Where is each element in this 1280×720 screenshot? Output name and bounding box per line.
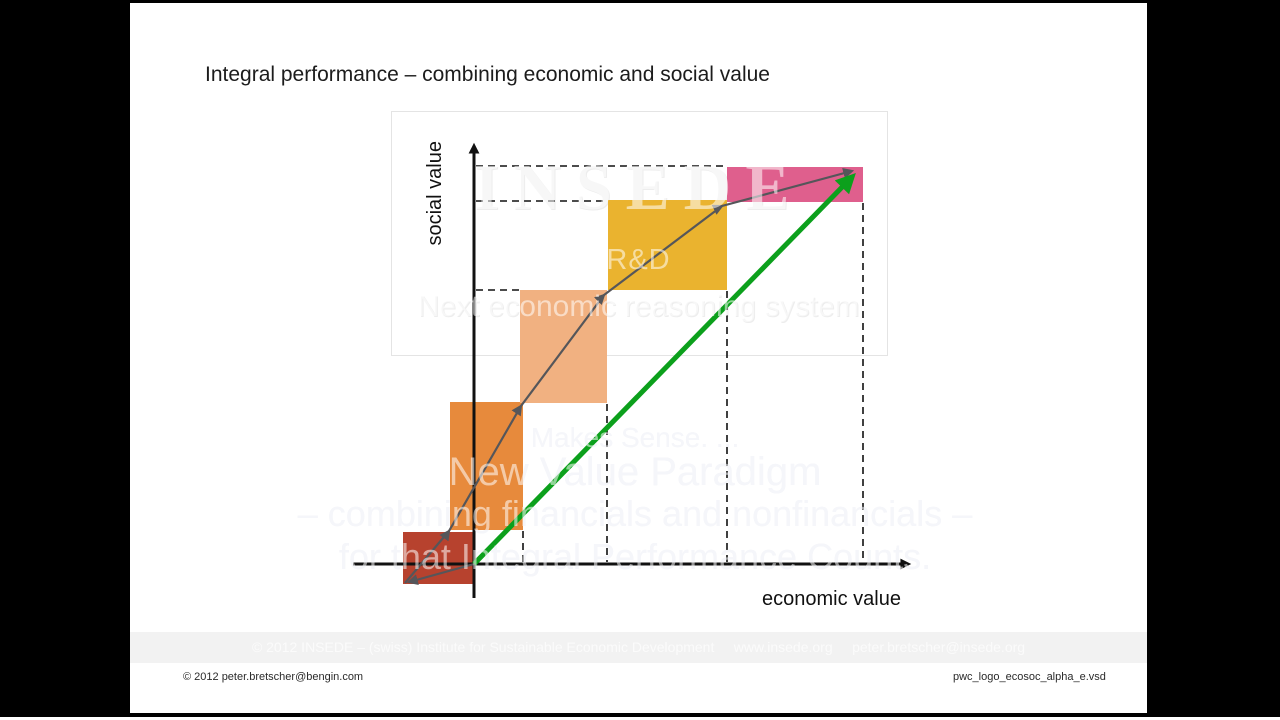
bottom-edge-hairline — [0, 717, 1280, 720]
step-rect-red-negative — [403, 532, 475, 584]
footer-watermark-text: © 2012 INSEDE – (swiss) Institute for Su… — [251, 639, 1026, 655]
step-rect-gold — [608, 200, 727, 290]
y-axis-label: social value — [424, 141, 446, 246]
footer-watermark-band: © 2012 INSEDE – (swiss) Institute for Su… — [130, 632, 1147, 663]
integral-performance-arrow — [472, 172, 856, 566]
footer-copyright: © 2012 peter.bretscher@bengin.com — [183, 671, 364, 683]
page-title: Integral performance – combining economi… — [205, 63, 770, 86]
x-axis-label: economic value — [762, 588, 901, 610]
footer-filename: pwc_logo_ecosoc_alpha_e.vsd — [953, 671, 1106, 683]
negative-step-arrow — [406, 562, 475, 585]
stepwise-value-path-arrow — [404, 167, 855, 584]
